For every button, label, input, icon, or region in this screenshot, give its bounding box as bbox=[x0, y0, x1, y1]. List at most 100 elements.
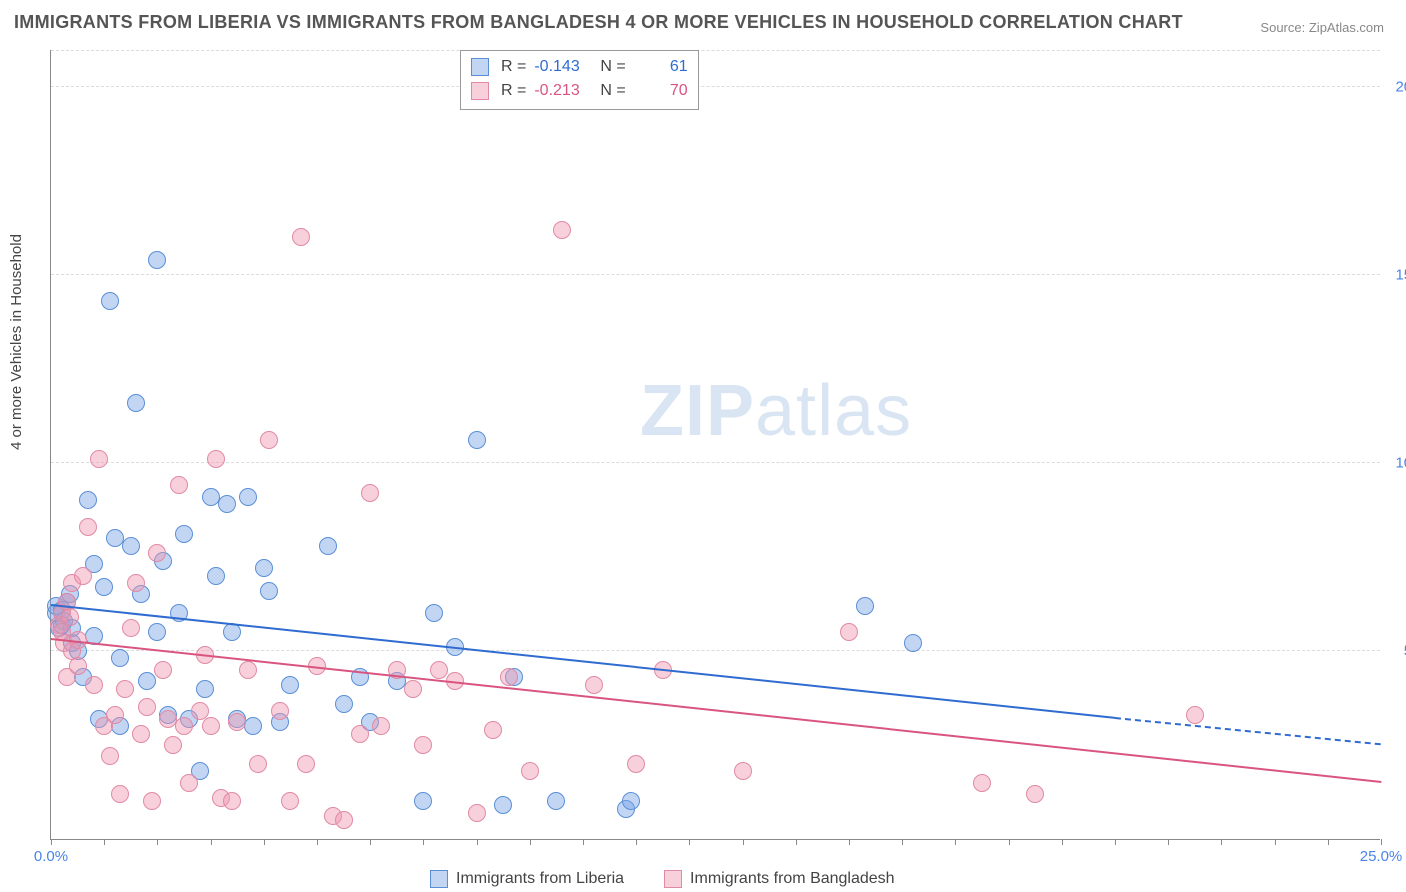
legend-r-label: R = bbox=[501, 79, 526, 103]
scatter-point-liberia bbox=[468, 431, 486, 449]
scatter-point-bangladesh bbox=[351, 725, 369, 743]
scatter-point-bangladesh bbox=[154, 661, 172, 679]
scatter-point-liberia bbox=[111, 649, 129, 667]
x-tick bbox=[1062, 839, 1063, 845]
source-link[interactable]: ZipAtlas.com bbox=[1309, 20, 1384, 35]
y-tick-label: 10.0% bbox=[1388, 454, 1406, 471]
scatter-point-liberia bbox=[148, 251, 166, 269]
scatter-point-bangladesh bbox=[180, 774, 198, 792]
scatter-point-bangladesh bbox=[127, 574, 145, 592]
x-tick bbox=[1381, 839, 1382, 845]
scatter-point-bangladesh bbox=[281, 792, 299, 810]
scatter-point-bangladesh bbox=[297, 755, 315, 773]
series-legend: Immigrants from LiberiaImmigrants from B… bbox=[430, 870, 895, 888]
x-tick bbox=[955, 839, 956, 845]
scatter-point-bangladesh bbox=[292, 228, 310, 246]
legend-item-bangladesh: Immigrants from Bangladesh bbox=[664, 870, 895, 888]
scatter-point-bangladesh bbox=[223, 792, 241, 810]
legend-label: Immigrants from Bangladesh bbox=[690, 870, 895, 888]
legend-row-liberia: R =-0.143N =61 bbox=[471, 55, 688, 79]
scatter-point-liberia bbox=[255, 559, 273, 577]
scatter-point-liberia bbox=[207, 567, 225, 585]
scatter-point-bangladesh bbox=[239, 661, 257, 679]
scatter-point-bangladesh bbox=[734, 762, 752, 780]
scatter-point-bangladesh bbox=[85, 676, 103, 694]
x-tick-label: 25.0% bbox=[1360, 848, 1403, 865]
source-attribution: Source: ZipAtlas.com bbox=[1260, 20, 1384, 35]
scatter-point-bangladesh bbox=[61, 608, 79, 626]
gridline bbox=[51, 650, 1380, 651]
y-tick-label: 5.0% bbox=[1388, 642, 1406, 659]
chart-title: IMMIGRANTS FROM LIBERIA VS IMMIGRANTS FR… bbox=[14, 12, 1183, 33]
scatter-point-bangladesh bbox=[335, 811, 353, 829]
scatter-point-liberia bbox=[414, 792, 432, 810]
scatter-point-bangladesh bbox=[553, 221, 571, 239]
x-tick bbox=[743, 839, 744, 845]
scatter-point-liberia bbox=[547, 792, 565, 810]
x-tick bbox=[1115, 839, 1116, 845]
scatter-point-liberia bbox=[239, 488, 257, 506]
y-tick-label: 15.0% bbox=[1388, 266, 1406, 283]
scatter-point-bangladesh bbox=[164, 736, 182, 754]
x-tick bbox=[157, 839, 158, 845]
correlation-legend: R =-0.143N =61R = -0.213 N = 70 bbox=[460, 50, 699, 110]
legend-swatch bbox=[430, 870, 448, 888]
gridline bbox=[51, 50, 1380, 51]
scatter-point-bangladesh bbox=[170, 476, 188, 494]
scatter-point-bangladesh bbox=[361, 484, 379, 502]
scatter-point-liberia bbox=[244, 717, 262, 735]
legend-swatch bbox=[471, 58, 489, 76]
x-tick bbox=[317, 839, 318, 845]
scatter-point-liberia bbox=[319, 537, 337, 555]
scatter-point-bangladesh bbox=[404, 680, 422, 698]
legend-r-value: -0.213 bbox=[534, 79, 588, 103]
legend-r-label: R = bbox=[501, 55, 526, 79]
scatter-point-bangladesh bbox=[228, 713, 246, 731]
scatter-point-bangladesh bbox=[249, 755, 267, 773]
scatter-point-liberia bbox=[196, 680, 214, 698]
gridline bbox=[51, 86, 1380, 87]
x-tick bbox=[51, 839, 52, 845]
scatter-point-bangladesh bbox=[122, 619, 140, 637]
scatter-point-liberia bbox=[494, 796, 512, 814]
scatter-point-bangladesh bbox=[521, 762, 539, 780]
scatter-point-bangladesh bbox=[1026, 785, 1044, 803]
scatter-point-bangladesh bbox=[143, 792, 161, 810]
legend-swatch bbox=[471, 82, 489, 100]
scatter-point-bangladesh bbox=[260, 431, 278, 449]
scatter-point-bangladesh bbox=[585, 676, 603, 694]
x-tick bbox=[583, 839, 584, 845]
scatter-point-bangladesh bbox=[132, 725, 150, 743]
y-tick-label: 20.0% bbox=[1388, 78, 1406, 95]
scatter-point-bangladesh bbox=[101, 747, 119, 765]
legend-swatch bbox=[664, 870, 682, 888]
x-tick bbox=[849, 839, 850, 845]
scatter-point-bangladesh bbox=[840, 623, 858, 641]
scatter-point-bangladesh bbox=[973, 774, 991, 792]
scatter-point-bangladesh bbox=[138, 698, 156, 716]
scatter-point-bangladesh bbox=[79, 518, 97, 536]
scatter-point-bangladesh bbox=[90, 450, 108, 468]
legend-n-value: 61 bbox=[634, 55, 688, 79]
scatter-point-bangladesh bbox=[484, 721, 502, 739]
scatter-point-bangladesh bbox=[207, 450, 225, 468]
legend-n-label: N = bbox=[600, 79, 625, 103]
scatter-point-bangladesh bbox=[202, 717, 220, 735]
y-axis-label: 4 or more Vehicles in Household bbox=[8, 234, 25, 450]
x-tick bbox=[1221, 839, 1222, 845]
scatter-point-bangladesh bbox=[430, 661, 448, 679]
gridline bbox=[51, 274, 1380, 275]
scatter-point-bangladesh bbox=[414, 736, 432, 754]
scatter-point-bangladesh bbox=[74, 567, 92, 585]
scatter-point-bangladesh bbox=[1186, 706, 1204, 724]
scatter-point-liberia bbox=[281, 676, 299, 694]
x-tick bbox=[689, 839, 690, 845]
scatter-point-liberia bbox=[622, 792, 640, 810]
trend-line bbox=[1115, 717, 1381, 745]
legend-n-value: 70 bbox=[634, 79, 688, 103]
scatter-point-bangladesh bbox=[175, 717, 193, 735]
scatter-point-liberia bbox=[138, 672, 156, 690]
x-tick bbox=[477, 839, 478, 845]
scatter-point-liberia bbox=[218, 495, 236, 513]
scatter-point-liberia bbox=[79, 491, 97, 509]
